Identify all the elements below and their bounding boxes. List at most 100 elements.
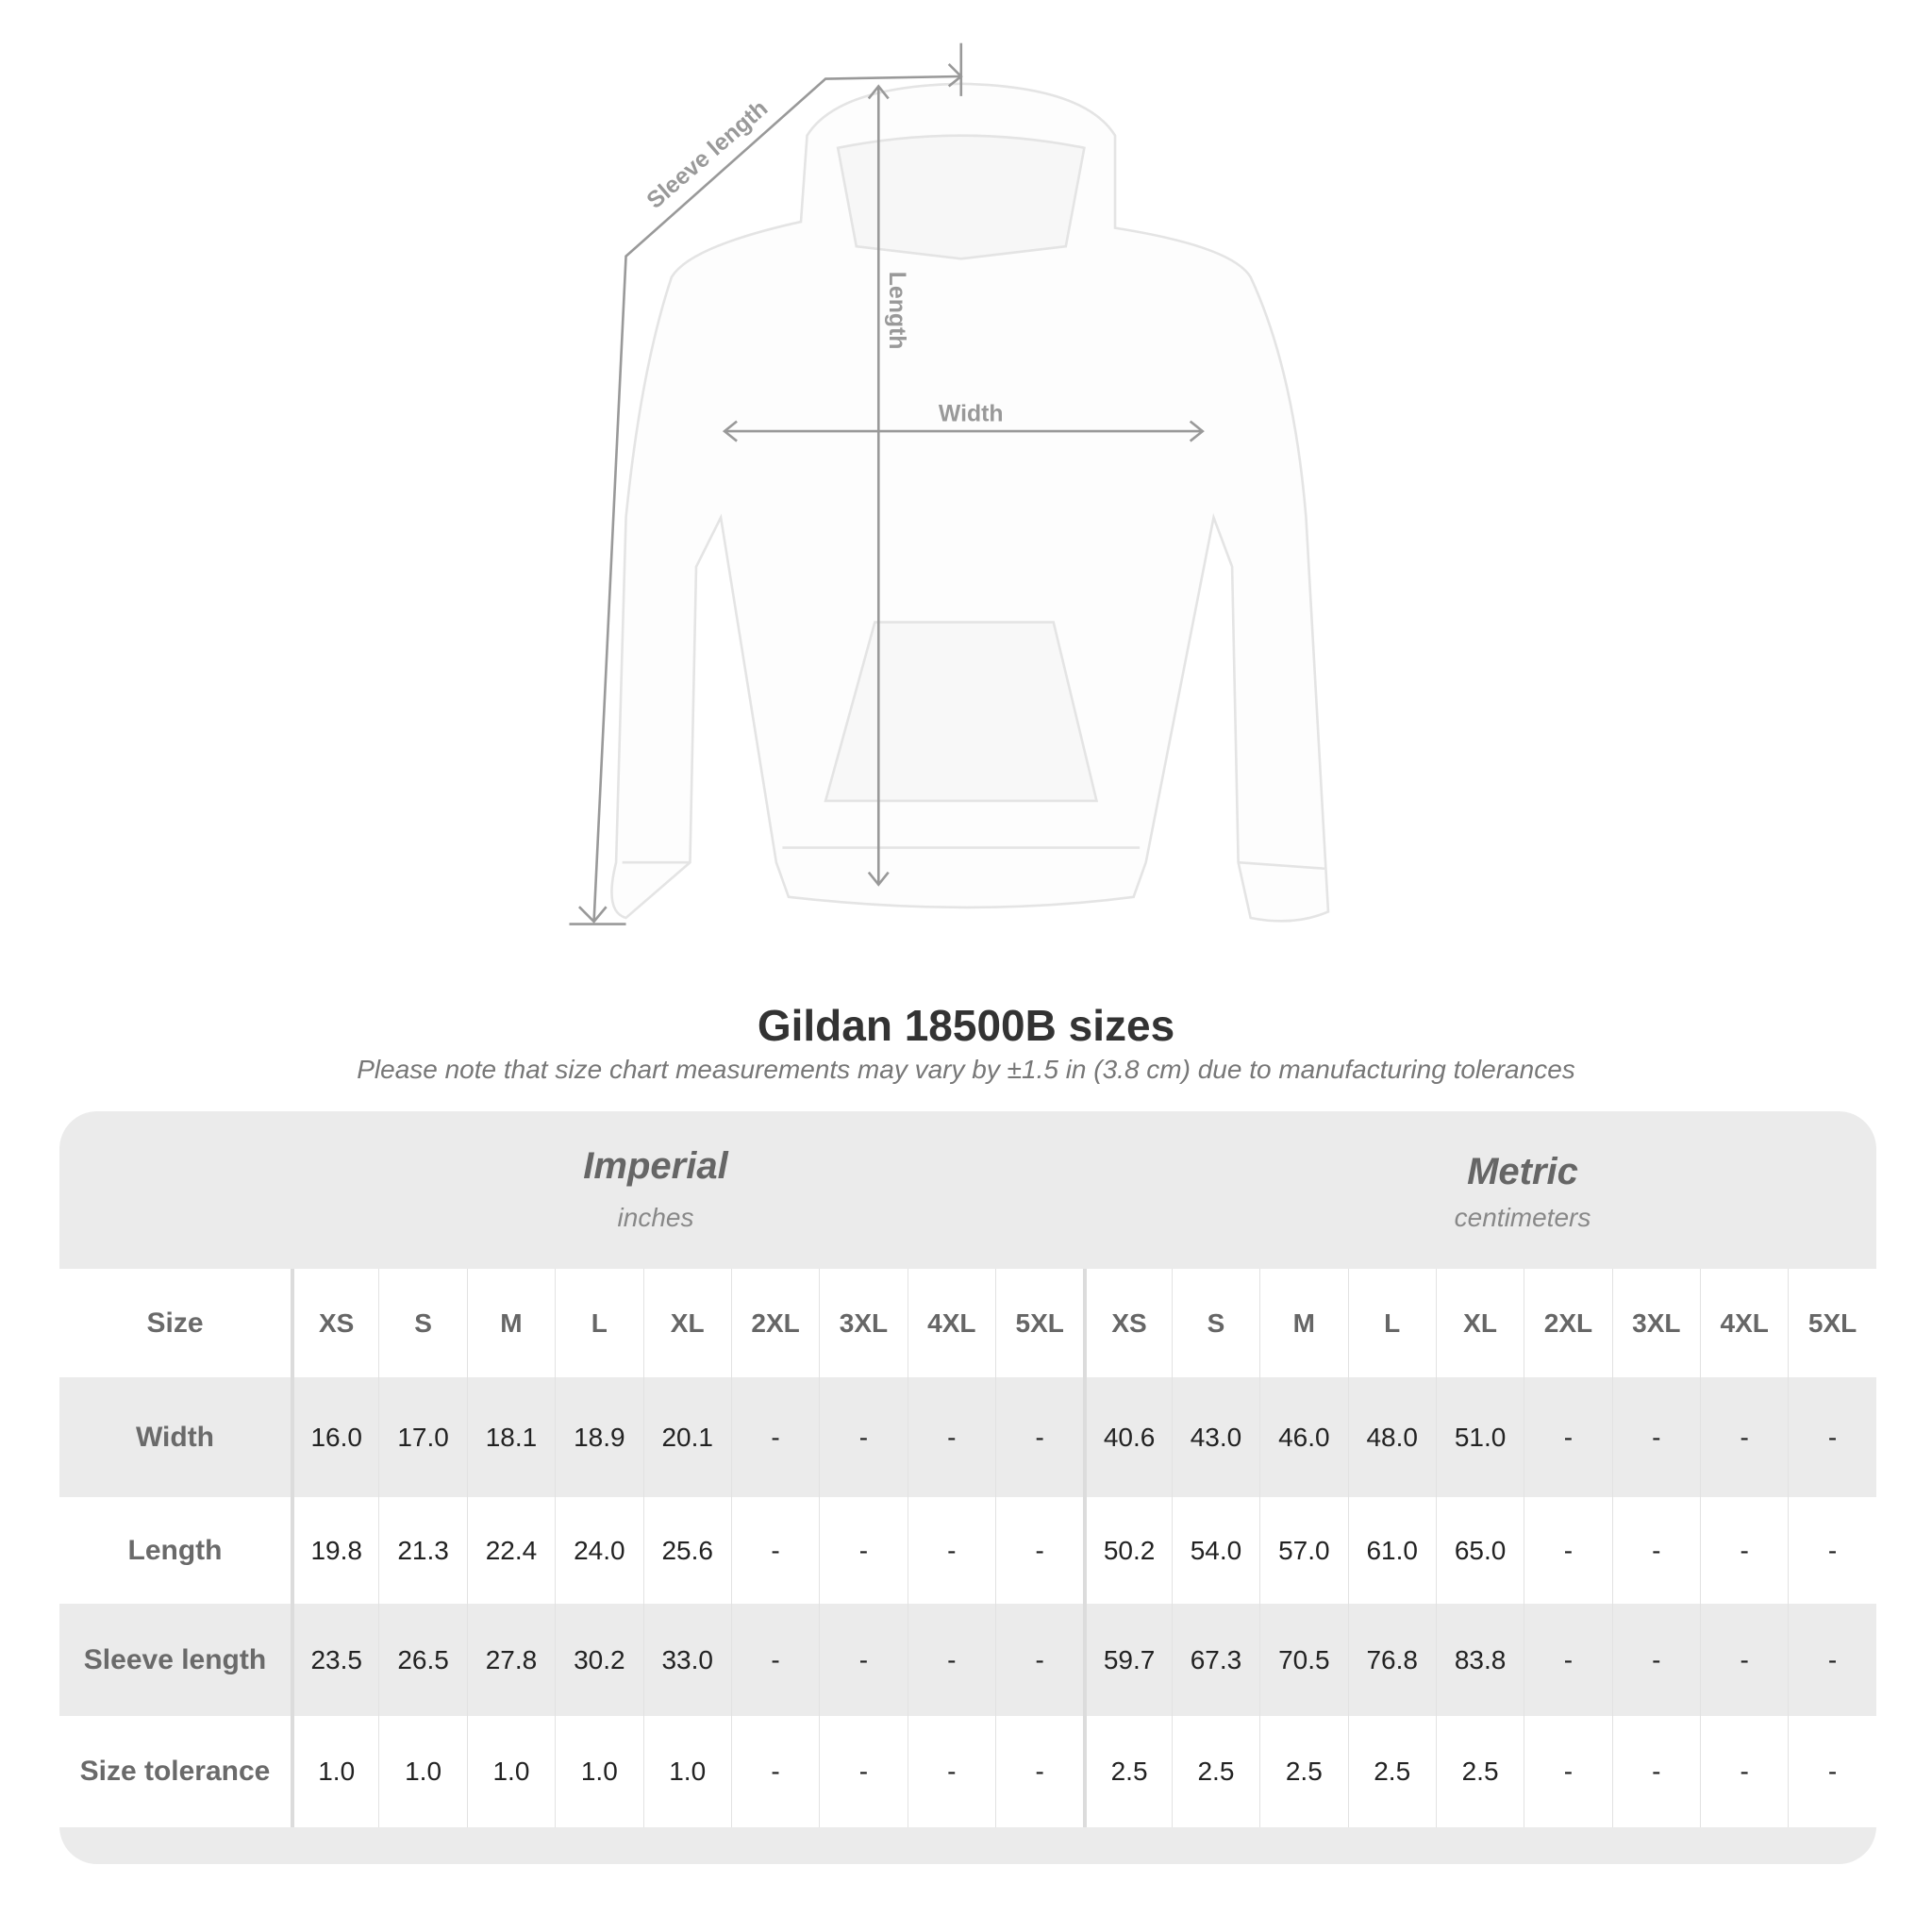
metric-value-cell: 70.5: [1259, 1604, 1347, 1716]
row-label: Width: [135, 1421, 215, 1453]
metric-value-cell: -: [1788, 1377, 1875, 1497]
imperial-value-cell: 19.8: [291, 1497, 378, 1604]
metric-value-cell: 2.5: [1083, 1716, 1171, 1827]
metric-value-cell: 48.0: [1347, 1377, 1436, 1497]
measure-lines: [569, 42, 1205, 925]
metric-value-cell: 50.2: [1083, 1497, 1171, 1604]
size-header-cell: 3XL: [1611, 1269, 1700, 1377]
imperial-value-cell: 22.4: [466, 1497, 555, 1604]
imperial-value-cell: -: [995, 1604, 1083, 1716]
size-header-cell: 2XL: [1524, 1269, 1611, 1377]
length-label: Length: [884, 272, 909, 350]
metric-value-cell: 40.6: [1083, 1377, 1171, 1497]
imperial-value-cell: 1.0: [378, 1716, 466, 1827]
metric-value-cell: 83.8: [1435, 1604, 1524, 1716]
metric-header: Metric centimeters: [1240, 1151, 1806, 1233]
table-row: Length 19.8 21.3 22.4 24.0 25.6- - - -50.2 54.0 57…: [59, 1497, 1876, 1604]
metric-value-cell: 67.3: [1171, 1604, 1259, 1716]
metric-value-cell: 76.8: [1347, 1604, 1436, 1716]
imperial-value-cell: -: [907, 1377, 995, 1497]
size-header-cell: 5XL: [995, 1269, 1083, 1377]
imperial-value-cell: 25.6: [642, 1497, 731, 1604]
metric-value-cell: -: [1788, 1716, 1875, 1827]
imperial-value-cell: 18.9: [555, 1377, 642, 1497]
hoodie-illustration: [610, 82, 1330, 923]
metric-value-cell: -: [1611, 1377, 1700, 1497]
imperial-value-cell: 21.3: [378, 1497, 466, 1604]
page-title: Gildan 18500B sizes: [757, 1001, 1175, 1050]
metric-value-cell: 51.0: [1435, 1377, 1524, 1497]
imperial-value-cell: 23.5: [291, 1604, 378, 1716]
metric-value-cell: -: [1524, 1497, 1611, 1604]
imperial-value-cell: -: [995, 1716, 1083, 1827]
row-label: Size tolerance: [79, 1756, 271, 1787]
imperial-title: Imperial: [583, 1145, 728, 1187]
size-header-cell: S: [378, 1269, 466, 1377]
metric-value-cell: -: [1700, 1497, 1788, 1604]
metric-value-cell: -: [1524, 1716, 1611, 1827]
imperial-value-cell: 27.8: [466, 1604, 555, 1716]
imperial-value-cell: -: [907, 1604, 995, 1716]
size-header-cell: L: [555, 1269, 642, 1377]
imperial-unit: inches: [617, 1203, 694, 1232]
imperial-value-cell: 33.0: [642, 1604, 731, 1716]
imperial-value-cell: -: [995, 1497, 1083, 1604]
imperial-value-cell: -: [730, 1497, 819, 1604]
size-table: Imperial inches Metric centimeters Size X…: [59, 1111, 1876, 1864]
imperial-value-cell: -: [819, 1377, 907, 1497]
imperial-value-cell: 24.0: [555, 1497, 642, 1604]
imperial-value-cell: -: [819, 1497, 907, 1604]
imperial-header: Imperial inches: [373, 1145, 939, 1233]
imperial-value-cell: -: [730, 1377, 819, 1497]
row-label: Length: [127, 1534, 223, 1566]
metric-value-cell: -: [1700, 1377, 1788, 1497]
imperial-value-cell: -: [730, 1604, 819, 1716]
metric-value-cell: 2.5: [1435, 1716, 1524, 1827]
size-header-cell: 5XL: [1788, 1269, 1875, 1377]
size-header-cell: XS: [1083, 1269, 1171, 1377]
metric-value-cell: -: [1524, 1377, 1611, 1497]
metric-value-cell: -: [1788, 1604, 1875, 1716]
metric-value-cell: 61.0: [1347, 1497, 1436, 1604]
imperial-value-cell: 16.0: [291, 1377, 378, 1497]
metric-value-cell: 46.0: [1259, 1377, 1347, 1497]
size-header-cell: M: [466, 1269, 555, 1377]
size-header-cell: XL: [642, 1269, 731, 1377]
size-header-cell: S: [1171, 1269, 1259, 1377]
size-header-cell: 4XL: [907, 1269, 995, 1377]
metric-value-cell: -: [1611, 1716, 1700, 1827]
imperial-value-cell: 1.0: [291, 1716, 378, 1827]
table-row: Sleeve length 23.5 26.5 27.8 30.2 33.0- - - -59.…: [59, 1604, 1876, 1716]
metric-value-cell: -: [1700, 1604, 1788, 1716]
size-header-cell: XL: [1435, 1269, 1524, 1377]
metric-value-cell: -: [1524, 1604, 1611, 1716]
size-header-cell: M: [1259, 1269, 1347, 1377]
size-header-row: Size XS S M L XL 2XL 3XL 4XL 5XL XS S M L XL 2XL 3XL 4XL 5…: [59, 1269, 1876, 1377]
metric-value-cell: -: [1788, 1497, 1875, 1604]
size-header-cell: L: [1347, 1269, 1436, 1377]
metric-unit: centimeters: [1454, 1203, 1591, 1232]
sleeve-length-label: Sleeve length: [642, 95, 773, 213]
imperial-value-cell: -: [995, 1377, 1083, 1497]
metric-value-cell: 57.0: [1259, 1497, 1347, 1604]
width-label: Width: [939, 402, 1004, 427]
metric-value-cell: 2.5: [1347, 1716, 1436, 1827]
imperial-value-cell: -: [819, 1604, 907, 1716]
imperial-value-cell: 1.0: [466, 1716, 555, 1827]
table-row: Width 16.0 17.0 18.1 18.9 20.1- - - -40.6 43.0 46.…: [59, 1377, 1876, 1497]
metric-value-cell: 59.7: [1083, 1604, 1171, 1716]
imperial-value-cell: -: [730, 1716, 819, 1827]
imperial-value-cell: 1.0: [555, 1716, 642, 1827]
metric-value-cell: 2.5: [1171, 1716, 1259, 1827]
imperial-value-cell: 30.2: [555, 1604, 642, 1716]
imperial-value-cell: 18.1: [466, 1377, 555, 1497]
size-header-cell: 3XL: [819, 1269, 907, 1377]
metric-value-cell: -: [1611, 1604, 1700, 1716]
imperial-value-cell: -: [819, 1716, 907, 1827]
row-label: Sleeve length: [83, 1643, 267, 1675]
imperial-value-cell: -: [907, 1716, 995, 1827]
size-column-label: Size: [146, 1307, 204, 1339]
size-header-cell: 2XL: [730, 1269, 819, 1377]
metric-value-cell: 43.0: [1171, 1377, 1259, 1497]
imperial-value-cell: 17.0: [378, 1377, 466, 1497]
